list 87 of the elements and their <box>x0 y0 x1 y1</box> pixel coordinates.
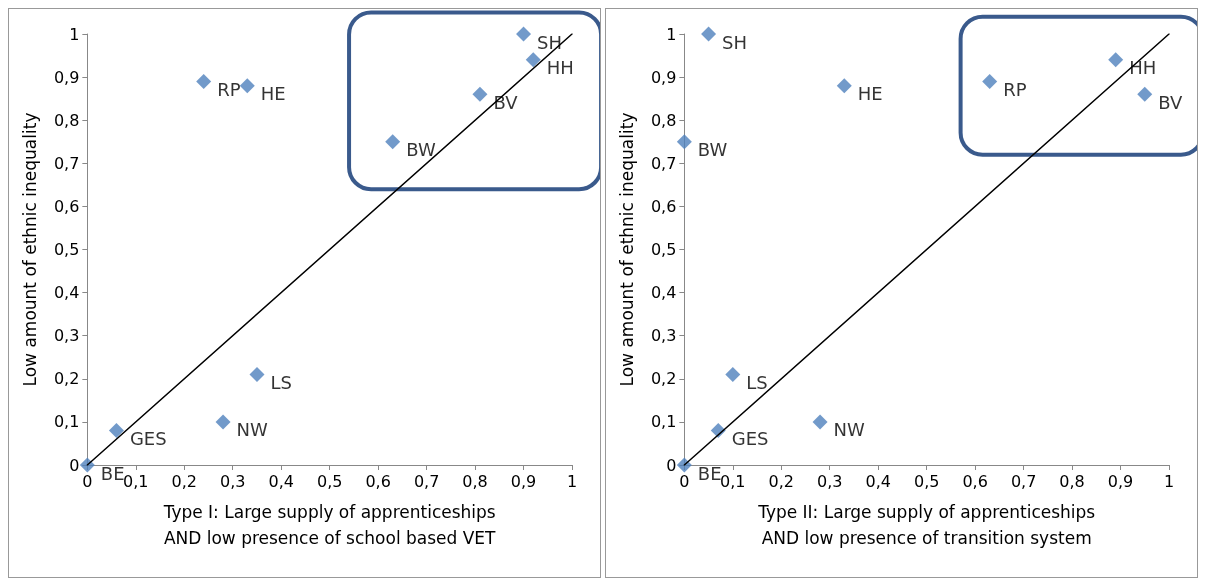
point <box>385 134 401 150</box>
point <box>196 73 212 89</box>
point <box>725 366 741 382</box>
point <box>676 457 692 473</box>
point <box>1108 52 1124 68</box>
y-tick-label: 0,9 <box>650 67 677 87</box>
y-axis-title: Low amount of ethnic inequality <box>20 112 40 387</box>
point <box>525 52 541 68</box>
x-axis-title: Type I: Large supply of apprenticeships AND low presence of school based VET <box>162 502 497 548</box>
data-label: NW <box>833 419 866 441</box>
x-tick-label: 0,7 <box>413 471 440 491</box>
x-tick-label: 0,3 <box>817 471 843 491</box>
x-tick-label: 0,4 <box>865 471 891 491</box>
y-tick-label: 0,3 <box>650 326 677 346</box>
x-tick-label: 0,2 <box>171 471 197 491</box>
x-tick-label: 0,1 <box>720 471 746 491</box>
x-tick-label: 0,8 <box>462 471 488 491</box>
x-tick-label: 0,9 <box>510 471 537 491</box>
y-tick-label: 0,2 <box>53 369 80 389</box>
point <box>472 86 488 102</box>
data-label: LS <box>746 371 768 393</box>
x-axis-title: Type II: Large supply of apprenticeships AND low presence of transition system <box>757 502 1096 548</box>
x-tick-label: 0,7 <box>1010 471 1037 491</box>
x-tick-label: 0,8 <box>1059 471 1085 491</box>
data-label: GES <box>129 428 167 450</box>
point <box>239 78 255 94</box>
data-label: BW <box>697 139 728 161</box>
y-tick-label: 0,7 <box>650 153 677 173</box>
x-tick-label: 0,4 <box>268 471 294 491</box>
y-tick-label: 0,6 <box>53 196 80 216</box>
x-tick-label: 0,3 <box>220 471 246 491</box>
point <box>701 26 717 42</box>
data-label: GES <box>731 428 769 450</box>
point <box>676 134 692 150</box>
point <box>215 414 231 430</box>
data-label: HE <box>260 83 286 105</box>
y-tick-label: 0,1 <box>53 412 80 432</box>
y-tick-label: 0 <box>69 455 80 475</box>
x-tick-label: 0,6 <box>365 471 391 491</box>
data-label: SH <box>537 31 562 53</box>
y-tick-label: 0,1 <box>650 412 677 432</box>
x-tick-label: 0,2 <box>768 471 794 491</box>
point <box>982 73 998 89</box>
y-tick-label: 0,4 <box>650 283 677 303</box>
x-tick-label: 0,5 <box>316 471 343 491</box>
data-label: HE <box>857 83 883 105</box>
data-label: HH <box>1129 57 1157 79</box>
x-tick-label: 1 <box>1163 471 1175 491</box>
y-tick-label: 0,5 <box>53 240 80 259</box>
x-tick-label: 0 <box>679 471 690 491</box>
y-tick-label: 0,7 <box>53 153 80 173</box>
data-label: BW <box>406 139 436 161</box>
data-label: BV <box>1158 91 1184 113</box>
x-tick-label: 1 <box>566 471 578 491</box>
point <box>516 26 532 42</box>
y-tick-label: 1 <box>666 24 677 44</box>
data-label: BV <box>493 91 519 113</box>
y-tick-label: 0,8 <box>53 110 80 130</box>
data-label: SH <box>722 31 748 53</box>
y-tick-label: 0,3 <box>53 326 80 346</box>
y-axis-title: Low amount of ethnic inequality <box>617 112 637 387</box>
data-label: RP <box>1003 78 1027 100</box>
point <box>249 366 265 382</box>
data-label: BE <box>100 462 125 484</box>
data-label: BE <box>697 462 722 484</box>
y-tick-label: 0,4 <box>53 283 80 303</box>
point <box>836 78 852 94</box>
y-tick-label: 0,6 <box>650 196 677 216</box>
data-label: HH <box>546 57 574 79</box>
y-tick-label: 0 <box>666 455 677 475</box>
y-tick-label: 0,5 <box>650 240 677 259</box>
point <box>79 457 95 473</box>
point <box>812 414 828 430</box>
x-tick-label: 0 <box>82 471 93 491</box>
x-tick-label: 0,1 <box>123 471 149 491</box>
point <box>1137 86 1153 102</box>
x-tick-label: 0,6 <box>962 471 988 491</box>
y-tick-label: 0,8 <box>650 110 677 130</box>
data-label: LS <box>270 371 292 393</box>
point <box>108 423 124 439</box>
x-tick-label: 0,5 <box>913 471 940 491</box>
data-label: RP <box>217 78 241 100</box>
data-label: NW <box>236 419 269 441</box>
x-tick-label: 0,9 <box>1107 471 1134 491</box>
y-tick-label: 1 <box>69 24 80 44</box>
y-tick-label: 0,9 <box>53 67 80 87</box>
y-tick-label: 0,2 <box>650 369 677 389</box>
